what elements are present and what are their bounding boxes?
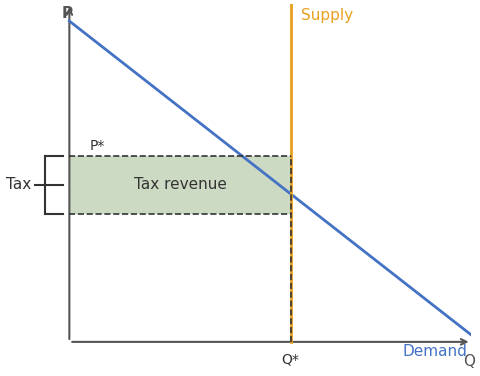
Text: Tax: Tax (6, 177, 31, 193)
Text: Tax revenue: Tax revenue (133, 177, 227, 193)
Text: Q: Q (464, 354, 476, 369)
Bar (70, 156, 290, 214)
Text: Q*: Q* (282, 352, 300, 366)
Text: P*: P* (89, 139, 105, 153)
Text: P: P (62, 6, 73, 21)
Text: Supply: Supply (300, 8, 353, 23)
Text: Demand: Demand (403, 344, 468, 359)
